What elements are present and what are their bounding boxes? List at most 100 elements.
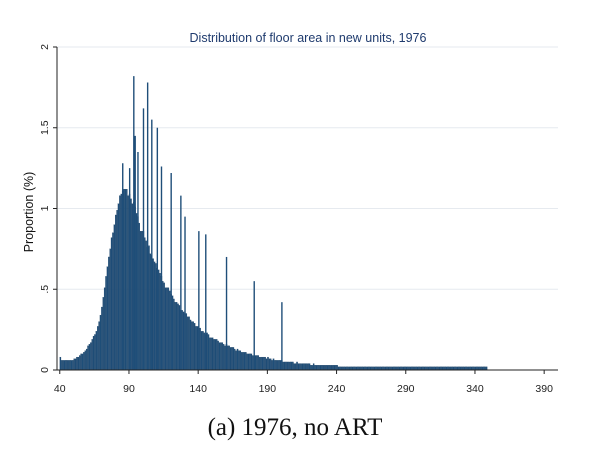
histogram-bar <box>292 361 294 371</box>
histogram-bar <box>257 355 260 371</box>
histogram-bar <box>235 350 237 371</box>
histogram-bar <box>157 269 160 371</box>
histogram-bar <box>166 287 168 371</box>
histogram-bar <box>115 214 117 371</box>
histogram-bar <box>270 358 272 371</box>
histogram-bar <box>239 350 242 371</box>
histogram-bar <box>285 361 287 371</box>
histogram-bar <box>196 326 199 371</box>
histogram-bar <box>185 313 188 371</box>
histogram-bar <box>228 345 230 371</box>
histogram-bar <box>120 193 122 371</box>
histogram-bar <box>271 360 273 371</box>
histogram-bar <box>325 365 327 371</box>
x-tick-label: 340 <box>466 383 484 395</box>
histogram-bar <box>59 356 62 371</box>
histogram-bar <box>240 352 243 371</box>
histogram-chart: 40 90 140 190 240 290 340 390 0 .5 1 1.5 2 Distribu… <box>22 31 558 395</box>
histogram-bar <box>88 344 91 371</box>
histogram-bar <box>283 361 286 371</box>
histogram-bar <box>275 360 278 371</box>
histogram-bar <box>234 348 236 371</box>
y-tick-label: 1 <box>39 205 51 211</box>
histogram-bar <box>174 302 176 371</box>
histogram-bar <box>290 361 293 371</box>
chart-title: Distribution of floor area in new units,… <box>190 31 427 45</box>
histogram-bar <box>108 256 110 371</box>
histogram-bar <box>213 339 215 371</box>
histogram-bar <box>163 282 165 371</box>
histogram-bar <box>123 189 125 371</box>
histogram-bar <box>192 321 194 371</box>
histogram-bar <box>216 339 218 371</box>
y-tick-labels: 0 .5 1 1.5 2 <box>39 44 57 373</box>
histogram-bar <box>245 352 247 371</box>
histogram-bar <box>319 365 322 371</box>
histogram-bar <box>294 363 297 371</box>
histogram-bar <box>177 303 179 371</box>
histogram-bar <box>181 310 183 371</box>
histogram-bar <box>169 290 171 371</box>
histogram-bar <box>303 363 305 371</box>
histogram-bar <box>231 347 233 371</box>
histogram-bar <box>258 356 261 371</box>
histogram-bar <box>87 345 89 371</box>
histogram-bar <box>101 306 103 371</box>
histogram-bar <box>72 360 74 371</box>
histogram-bar <box>110 237 113 371</box>
histogram-bar <box>69 360 71 371</box>
histogram-bar <box>155 263 157 371</box>
histogram-bar <box>178 305 181 371</box>
histogram-bar <box>218 342 221 371</box>
y-tick-label: 2 <box>39 44 51 50</box>
histogram-bar <box>229 347 232 371</box>
histogram-bar <box>67 360 70 371</box>
histogram-bar <box>317 365 319 371</box>
histogram-bar <box>236 348 239 371</box>
y-tick-label: .5 <box>39 285 51 294</box>
histogram-bar <box>326 365 329 371</box>
x-tick-label: 140 <box>189 383 207 395</box>
histogram-bar <box>65 360 67 371</box>
histogram-bar <box>221 342 224 371</box>
histogram-bar <box>95 331 98 371</box>
histogram-bar <box>227 345 229 371</box>
histogram-bar <box>109 248 111 371</box>
histogram-bar <box>249 353 251 371</box>
histogram-bar <box>315 365 318 371</box>
histogram-bar <box>84 350 87 371</box>
histogram-bar <box>98 321 100 371</box>
histogram-bar <box>186 316 189 371</box>
histogram-bar <box>224 345 226 371</box>
histogram-bar <box>90 342 92 371</box>
histogram-bar <box>99 314 102 371</box>
histogram-bar <box>209 337 211 371</box>
histogram-bar <box>311 365 313 371</box>
histogram-bar <box>116 210 118 371</box>
histogram-bar <box>61 360 63 371</box>
histogram-bar <box>149 253 152 371</box>
histogram-bar <box>105 276 107 371</box>
histogram-bar <box>217 340 219 371</box>
histogram-bar <box>191 321 193 371</box>
x-tick-label: 290 <box>397 383 415 395</box>
histogram-bar <box>300 363 302 371</box>
histogram-bar <box>91 339 93 371</box>
histogram-bar <box>138 222 140 371</box>
histogram-bar <box>63 360 66 371</box>
histogram-bar <box>336 365 338 371</box>
histogram-bar <box>256 355 258 371</box>
histogram-bar <box>330 365 333 371</box>
histogram-bar <box>148 245 150 371</box>
y-tick-label: 1.5 <box>39 120 51 135</box>
histogram-bar <box>296 361 298 371</box>
spike-bars <box>122 76 283 370</box>
histogram-bar <box>77 356 80 371</box>
histogram-bar <box>312 363 315 371</box>
histogram-bar <box>130 198 132 371</box>
histogram-bar <box>242 352 244 371</box>
histogram-bar <box>264 356 266 371</box>
histogram-bar <box>307 363 309 371</box>
histogram-bar <box>202 331 204 371</box>
histogram-bar <box>153 261 156 371</box>
